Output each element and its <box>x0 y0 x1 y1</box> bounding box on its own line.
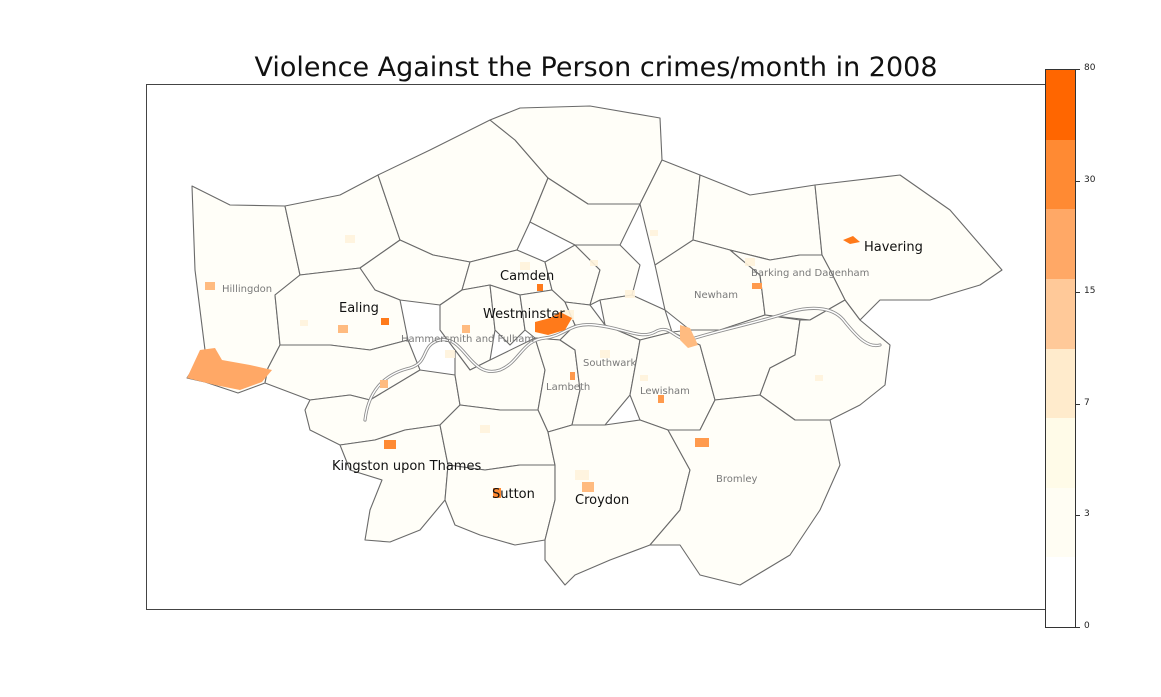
label-croydon: Croydon <box>575 493 629 508</box>
colorbar-bin <box>1046 278 1075 349</box>
hotspot-ealing2 <box>338 325 348 333</box>
map-title: Violence Against the Person crimes/month… <box>254 52 938 83</box>
hotspots <box>187 236 860 498</box>
colorbar-tick-0: 0 <box>1076 621 1090 631</box>
colorbar-bin <box>1046 487 1075 558</box>
colorbar-bin <box>1046 209 1075 279</box>
borough-barking-dagenham <box>729 249 846 321</box>
colorbar-tick-30: 30 <box>1076 175 1095 185</box>
hotspot-sutton <box>493 488 501 498</box>
label-hillingdon: Hillingdon <box>222 284 272 295</box>
hotspot-lewisham <box>658 395 664 403</box>
hotspot-hillingdon <box>205 282 215 290</box>
low-crime-patches <box>300 230 823 480</box>
hotspot-barking <box>752 283 762 289</box>
label-camden: Camden <box>500 269 554 284</box>
colorbar-bin <box>1046 418 1075 488</box>
label-southwark: Southwark <box>583 358 636 369</box>
hotspot-camden <box>537 284 543 291</box>
colorbar-tick-7: 7 <box>1076 398 1090 408</box>
colorbar-bin <box>1046 70 1075 140</box>
hotspot-havering <box>843 236 860 244</box>
map-axes-frame <box>146 84 1046 610</box>
major-labels: Havering Camden Ealing Westminster Kings… <box>332 240 923 508</box>
label-hammersmith-fulham: Hammersmith and Fulham <box>401 334 534 345</box>
borough-kingston <box>339 424 449 543</box>
hotspot-hammersmith <box>462 325 470 333</box>
label-sutton: Sutton <box>492 487 535 502</box>
colorbar-bin <box>1046 557 1075 627</box>
label-kingston: Kingston upon Thames <box>332 459 481 474</box>
hotspot-lambeth <box>570 372 575 380</box>
label-newham: Newham <box>694 290 738 301</box>
hotspot-hounslow <box>380 380 388 388</box>
hotspot-greenwich <box>680 325 698 348</box>
colorbar-tick-80: 80 <box>1076 63 1095 73</box>
colorbar-tick-15: 15 <box>1076 286 1095 296</box>
label-lambeth: Lambeth <box>546 382 590 393</box>
borough-kensington-chelsea <box>489 284 526 346</box>
label-havering: Havering <box>864 240 923 255</box>
borough-croydon <box>544 419 691 586</box>
hotspot-bromley <box>695 438 709 447</box>
minor-labels: Hillingdon Barking and Dagenham Newham H… <box>222 268 869 485</box>
colorbar <box>1045 69 1076 628</box>
colorbar-bin <box>1046 139 1075 210</box>
hotspot-ealing <box>381 318 389 325</box>
colorbar-tick-3: 3 <box>1076 509 1090 519</box>
label-barking-dagenham: Barking and Dagenham <box>751 268 869 279</box>
river-thames-inner <box>364 307 881 421</box>
hotspot-westminster <box>535 312 572 335</box>
label-bromley: Bromley <box>716 474 758 485</box>
hotspot-heathrow <box>187 348 272 390</box>
label-lewisham: Lewisham <box>640 386 690 397</box>
hotspot-croydon <box>582 482 594 492</box>
label-ealing: Ealing <box>339 301 379 316</box>
colorbar-bin <box>1046 348 1075 419</box>
hotspot-kingston <box>384 440 396 449</box>
borough-bexley <box>759 299 891 421</box>
label-westminster: Westminster <box>483 307 565 322</box>
